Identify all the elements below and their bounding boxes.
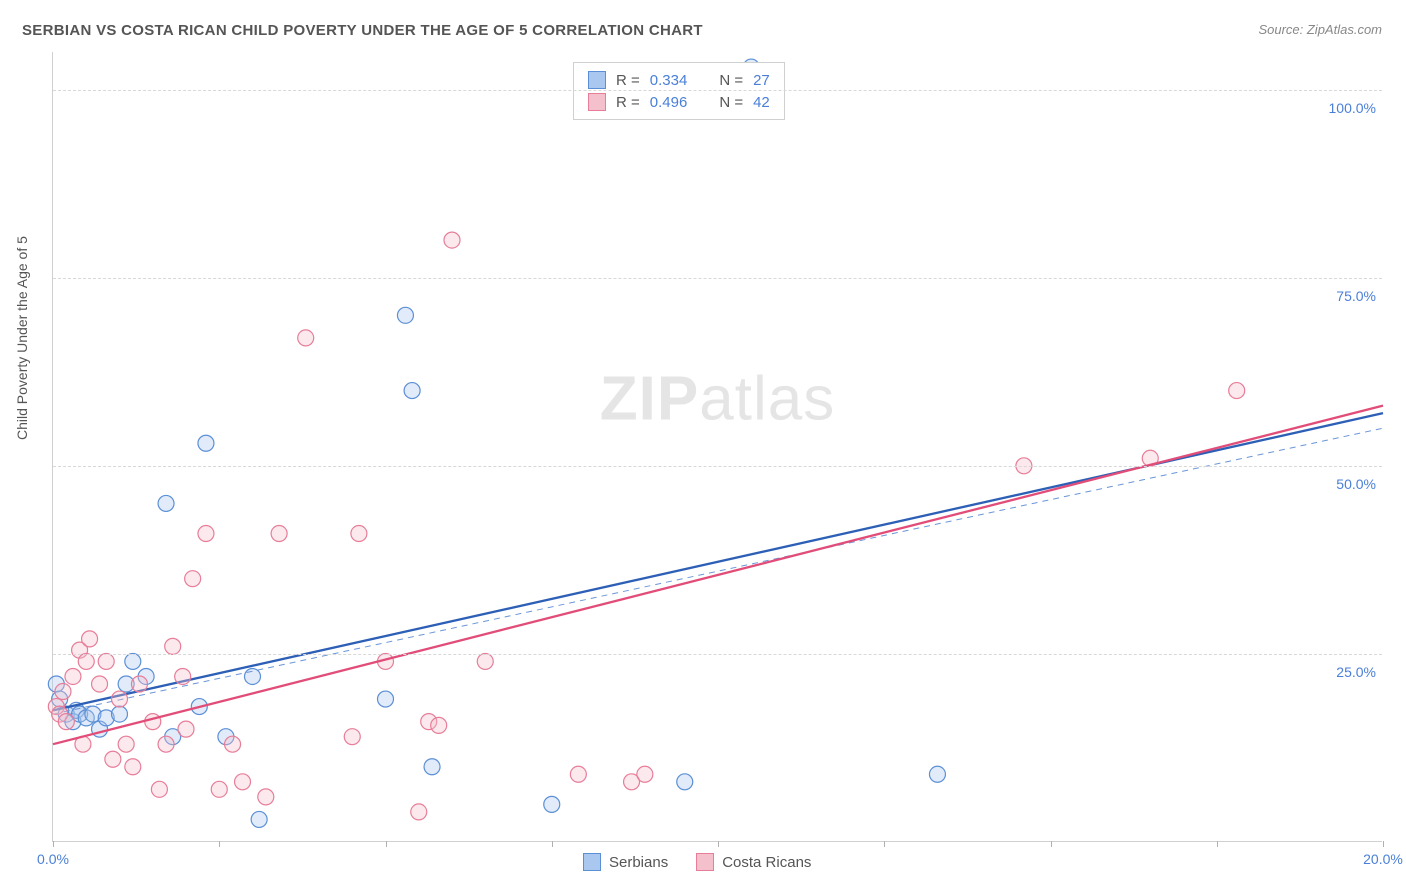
scatter-point [112, 691, 128, 707]
scatter-point [411, 804, 427, 820]
scatter-point [344, 729, 360, 745]
y-tick-label: 100.0% [1329, 100, 1376, 116]
scatter-point [165, 638, 181, 654]
trendline [53, 406, 1383, 745]
gridline [53, 654, 1382, 655]
gridline [53, 90, 1382, 91]
r-value: 0.496 [650, 94, 688, 111]
scatter-point [158, 736, 174, 752]
n-value: 27 [753, 72, 770, 89]
scatter-point [198, 526, 214, 542]
legend-swatch [696, 853, 714, 871]
chart-svg [53, 52, 1382, 841]
scatter-point [131, 676, 147, 692]
scatter-point [298, 330, 314, 346]
series-legend: Serbians Costa Ricans [583, 853, 811, 871]
scatter-point [178, 721, 194, 737]
x-tick [219, 841, 220, 847]
scatter-point [544, 796, 560, 812]
scatter-point [151, 781, 167, 797]
source-attribution: Source: ZipAtlas.com [1258, 22, 1382, 37]
n-value: 42 [753, 94, 770, 111]
x-tick-label: 0.0% [37, 851, 69, 867]
scatter-point [105, 751, 121, 767]
x-tick [53, 841, 54, 847]
scatter-point [175, 668, 191, 684]
n-label: N = [719, 72, 743, 89]
scatter-point [570, 766, 586, 782]
x-tick-label: 20.0% [1363, 851, 1403, 867]
scatter-point [78, 653, 94, 669]
scatter-point [55, 684, 71, 700]
r-label: R = [616, 94, 640, 111]
scatter-point [431, 717, 447, 733]
scatter-point [125, 759, 141, 775]
series-label: Serbians [609, 854, 668, 871]
y-tick-label: 50.0% [1336, 476, 1376, 492]
scatter-point [477, 653, 493, 669]
r-value: 0.334 [650, 72, 688, 89]
x-tick [884, 841, 885, 847]
x-tick [386, 841, 387, 847]
scatter-point [235, 774, 251, 790]
correlation-legend: R = 0.334 N = 27 R = 0.496 N = 42 [573, 62, 785, 120]
gridline [53, 466, 1382, 467]
x-tick [718, 841, 719, 847]
scatter-point [65, 668, 81, 684]
x-tick [552, 841, 553, 847]
x-tick [1383, 841, 1384, 847]
legend-swatch [583, 853, 601, 871]
y-axis-label: Child Poverty Under the Age of 5 [14, 236, 30, 440]
legend-row: R = 0.334 N = 27 [588, 69, 770, 91]
scatter-point [424, 759, 440, 775]
y-tick-label: 25.0% [1336, 664, 1376, 680]
scatter-point [112, 706, 128, 722]
scatter-point [211, 781, 227, 797]
y-tick-label: 75.0% [1336, 288, 1376, 304]
scatter-point [245, 668, 261, 684]
scatter-point [145, 714, 161, 730]
scatter-point [158, 495, 174, 511]
scatter-point [378, 691, 394, 707]
scatter-point [258, 789, 274, 805]
scatter-point [351, 526, 367, 542]
scatter-point [637, 766, 653, 782]
scatter-point [444, 232, 460, 248]
scatter-point [397, 307, 413, 323]
x-tick [1051, 841, 1052, 847]
series-legend-item: Costa Ricans [696, 853, 811, 871]
legend-swatch [588, 93, 606, 111]
scatter-point [58, 714, 74, 730]
scatter-point [92, 676, 108, 692]
scatter-point [225, 736, 241, 752]
series-label: Costa Ricans [722, 854, 811, 871]
n-label: N = [719, 94, 743, 111]
gridline [53, 278, 1382, 279]
chart-title: SERBIAN VS COSTA RICAN CHILD POVERTY UND… [22, 22, 703, 39]
scatter-point [271, 526, 287, 542]
trendline [53, 413, 1383, 710]
x-tick [1217, 841, 1218, 847]
scatter-point [185, 571, 201, 587]
scatter-point [1229, 383, 1245, 399]
scatter-point [404, 383, 420, 399]
scatter-point [929, 766, 945, 782]
legend-swatch [588, 71, 606, 89]
scatter-point [251, 811, 267, 827]
plot-area: ZIPatlas R =0.334N =27R =0.496N =42 Serb… [52, 52, 1382, 842]
scatter-point [125, 653, 141, 669]
scatter-point [677, 774, 693, 790]
scatter-point [198, 435, 214, 451]
scatter-point [82, 631, 98, 647]
scatter-point [118, 736, 134, 752]
r-label: R = [616, 72, 640, 89]
legend-row: R = 0.496 N = 42 [588, 91, 770, 113]
series-legend-item: Serbians [583, 853, 668, 871]
scatter-point [98, 653, 114, 669]
